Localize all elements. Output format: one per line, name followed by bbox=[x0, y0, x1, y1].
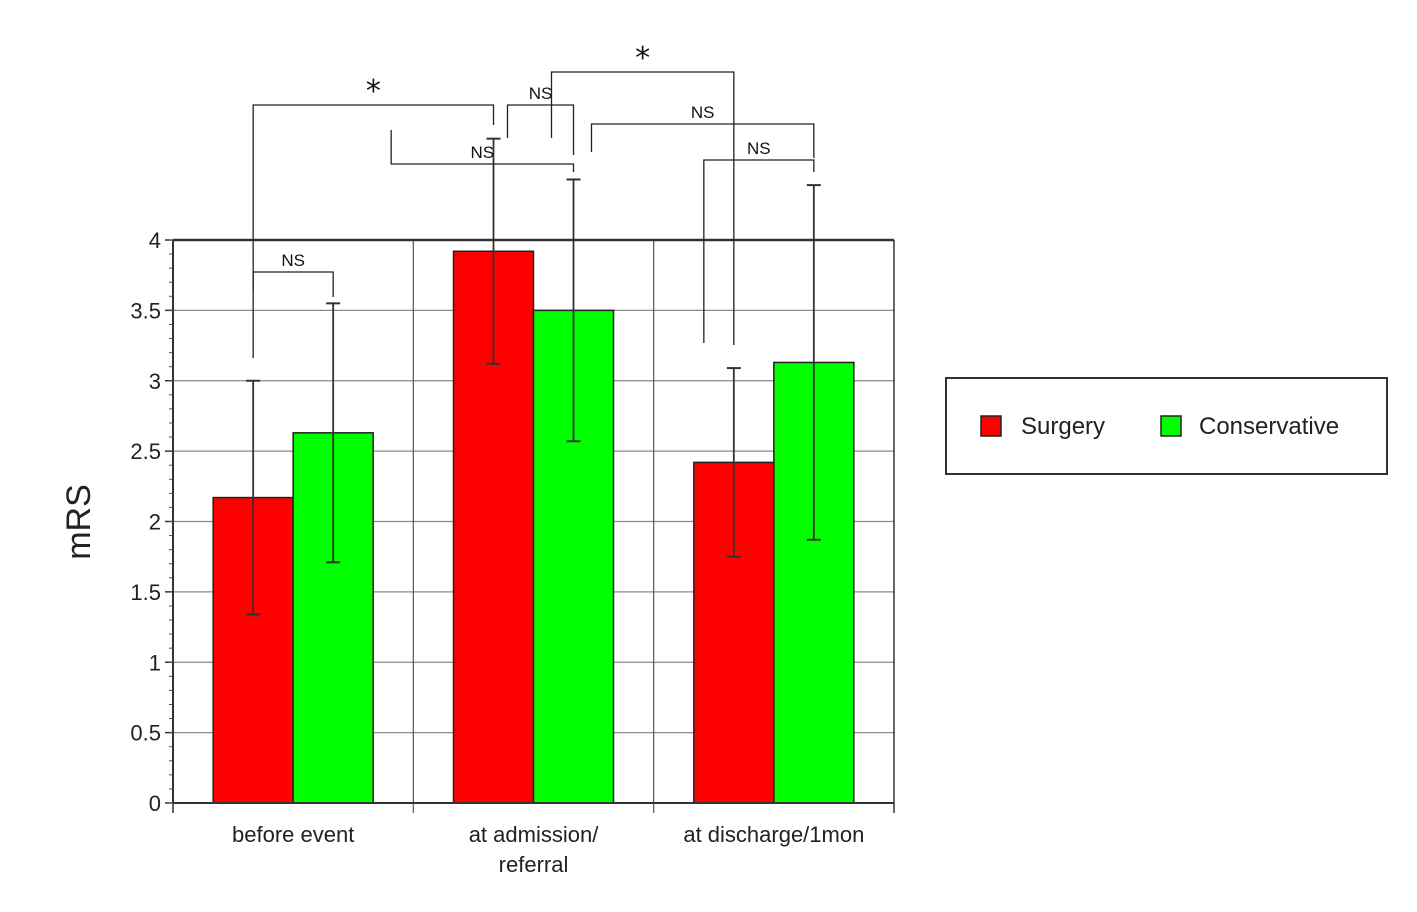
significance-bracket bbox=[703, 159, 815, 343]
y-tick-label: 4 bbox=[149, 228, 161, 253]
x-category-label: at discharge/1mon bbox=[683, 822, 864, 847]
legend-label-surgery: Surgery bbox=[1021, 413, 1105, 440]
significance-annotations: NS NS * NS * NS NS bbox=[252, 41, 815, 358]
significance-label: * bbox=[366, 74, 381, 109]
significance-bracket bbox=[550, 71, 735, 345]
significance-label: * bbox=[635, 41, 650, 76]
y-axis-label: mRS bbox=[60, 484, 98, 560]
y-tick-label: 2.5 bbox=[130, 439, 161, 464]
x-category-label: referral bbox=[499, 852, 569, 877]
significance-label: NS bbox=[471, 143, 495, 162]
legend-swatch-surgery bbox=[980, 415, 1002, 437]
significance-label: NS bbox=[529, 84, 553, 103]
y-tick-label: 3 bbox=[149, 369, 161, 394]
y-tick-label: 0 bbox=[149, 791, 161, 816]
legend: Surgery Conservative bbox=[945, 377, 1388, 475]
x-category-label: before event bbox=[232, 822, 354, 847]
significance-label: NS bbox=[747, 139, 771, 158]
y-tick-label: 1.5 bbox=[130, 580, 161, 605]
significance-label: NS bbox=[691, 103, 715, 122]
legend-swatch-conservative bbox=[1160, 415, 1182, 437]
bars bbox=[212, 250, 855, 804]
error-bars bbox=[246, 137, 821, 616]
y-tick-label: 3.5 bbox=[130, 298, 161, 323]
significance-bracket bbox=[390, 130, 575, 172]
significance-bracket bbox=[252, 104, 495, 358]
y-tick-label: 0.5 bbox=[130, 721, 161, 746]
significance-bracket bbox=[252, 271, 334, 297]
x-category-label: at admission/ bbox=[469, 822, 600, 847]
significance-bracket bbox=[506, 104, 575, 155]
y-tick-label: 2 bbox=[149, 510, 161, 535]
legend-label-conservative: Conservative bbox=[1199, 413, 1339, 440]
axes: 0 0.5 1 1.5 2 2.5 3 3.5 4 before event at admissio… bbox=[130, 228, 895, 877]
significance-bracket bbox=[590, 123, 815, 158]
significance-label: NS bbox=[281, 251, 305, 270]
y-tick-label: 1 bbox=[149, 650, 161, 675]
